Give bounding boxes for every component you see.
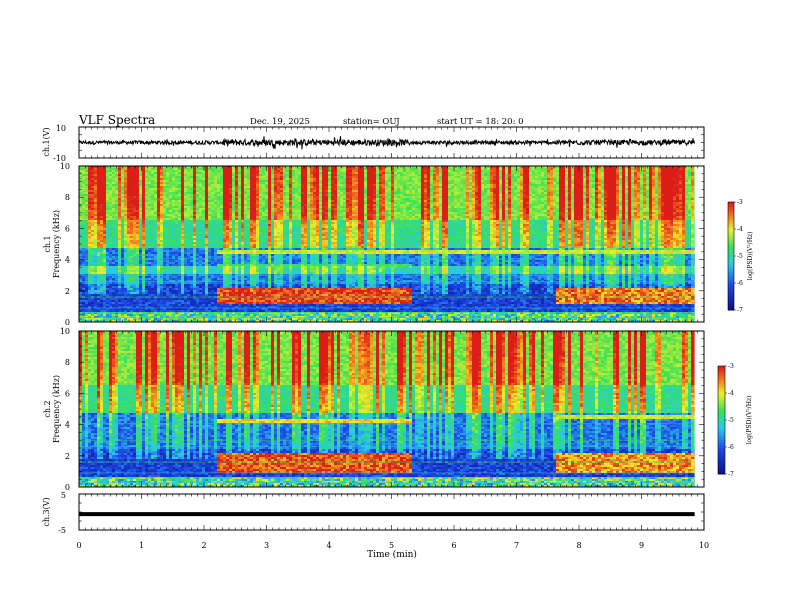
ch1-colorbar-gradient (728, 202, 734, 311)
ch2-frequency-ticks: 0 2 4 6 8 10 (60, 327, 704, 492)
frequency-tick-label: 8 (65, 193, 70, 202)
colorbar-tick-label: -3 (728, 363, 734, 370)
frequency-tick-label: 8 (65, 358, 70, 367)
station-label: station= OUJ (343, 117, 400, 127)
ch3-ylabel: ch.3(V) (42, 497, 51, 526)
date-label: Dec. 19, 2025 (250, 117, 310, 127)
ch2-colorbar: -3 -4 -5 -6 -7 log(PSD)(V²/Hz) (717, 363, 753, 478)
colorbar-tick-label: -6 (737, 280, 743, 287)
ch2-colorbar-ticks: -3 -4 -5 -6 -7 (725, 363, 734, 478)
time-tick-label: 1 (139, 541, 144, 550)
frequency-tick-label: 0 (65, 483, 70, 492)
ch1-spectrogram-ylabel-channel: ch.1 (43, 235, 52, 252)
colorbar-tick-label: -3 (737, 199, 743, 206)
ch2-colorbar-gradient (718, 366, 725, 475)
time-tick-label: 2 (201, 541, 206, 550)
ch2-spectrogram-image (79, 331, 704, 487)
start-time-label: start UT = 18: 20: 0 (437, 117, 524, 127)
ch1-colorbar: -3 -4 -5 -6 -7 log(PSD)(V²/Hz) (727, 199, 754, 314)
ch3-ytick-top: 5 (61, 491, 66, 500)
time-tick-label: 7 (514, 541, 519, 550)
time-axis-tick-labels: 0 1 2 3 4 5 6 7 8 9 10 (76, 541, 709, 550)
time-tick-label: 8 (576, 541, 581, 550)
frequency-tick-label: 4 (65, 256, 70, 265)
ch1-waveform-ticks (78, 126, 705, 159)
colorbar-tick-label: -6 (728, 444, 734, 451)
ch2-spectrogram-ylabel-frequency: Frequency (kHz) (52, 375, 61, 443)
ch1-waveform-panel: 10 -10 ch.1(V) (42, 124, 705, 163)
colorbar-tick-label: -5 (737, 253, 743, 260)
ch2-spectrogram-ylabel-channel: ch.2 (43, 400, 52, 417)
ch1-spectrogram-image (79, 166, 704, 322)
ch1-ylabel: ch.1(V) (42, 127, 51, 156)
ch3-waveform-frame (78, 493, 705, 531)
ch1-spectrogram-time-ticks (78, 166, 705, 322)
ch1-spectrogram-panel: 0 2 4 6 8 10 ch.1 Frequency (kHz) (43, 162, 705, 327)
ch3-waveform-panel: 5 -5 ch.3(V) (42, 491, 705, 535)
frequency-tick-label: 4 (65, 421, 70, 430)
colorbar-tick-label: -4 (728, 390, 734, 397)
frequency-tick-label: 6 (65, 224, 70, 233)
ch2-spectrogram-panel: 0 2 4 6 8 10 ch.2 Frequency (kHz) (43, 327, 705, 492)
time-tick-label: 3 (264, 541, 269, 550)
time-tick-label: 5 (389, 541, 394, 550)
time-tick-label: 10 (699, 541, 709, 550)
colorbar-tick-label: -7 (737, 307, 743, 314)
colorbar-tick-label: -7 (728, 471, 734, 478)
ch1-colorbar-ticks: -3 -4 -5 -6 -7 (734, 199, 743, 314)
ch1-colorbar-label: log(PSD)(V²/Hz) (747, 232, 754, 281)
frequency-tick-label: 10 (60, 162, 70, 171)
frequency-tick-label: 2 (65, 452, 70, 461)
ch1-waveform-line (78, 136, 695, 150)
colorbar-tick-label: -4 (737, 226, 743, 233)
ch1-waveform-trace (78, 136, 695, 150)
ch2-colorbar-label: log(PSD)(V²/Hz) (746, 396, 753, 445)
ch1-spectrogram-ylabel-frequency: Frequency (kHz) (52, 210, 61, 278)
colorbar-tick-label: -5 (728, 417, 734, 424)
ch1-frequency-ticks: 0 2 4 6 8 10 (60, 162, 704, 327)
frequency-tick-label: 2 (65, 287, 70, 296)
time-tick-label: 9 (639, 541, 644, 550)
time-tick-label: 0 (76, 541, 81, 550)
time-tick-label: 6 (451, 541, 456, 550)
ch2-spectrogram-time-ticks (78, 331, 705, 487)
ch3-ytick-bottom: -5 (58, 526, 66, 535)
ch1-ytick-bottom: -10 (53, 154, 66, 163)
frequency-tick-label: 10 (60, 327, 70, 336)
time-axis-label: Time (min) (367, 549, 417, 560)
ch3-waveform-ticks (78, 493, 705, 531)
frequency-tick-label: 6 (65, 389, 70, 398)
ch1-ytick-top: 10 (56, 124, 66, 133)
frequency-tick-label: 0 (65, 318, 70, 327)
time-tick-label: 4 (326, 541, 331, 550)
figure-title: VLF Spectra (78, 113, 155, 127)
